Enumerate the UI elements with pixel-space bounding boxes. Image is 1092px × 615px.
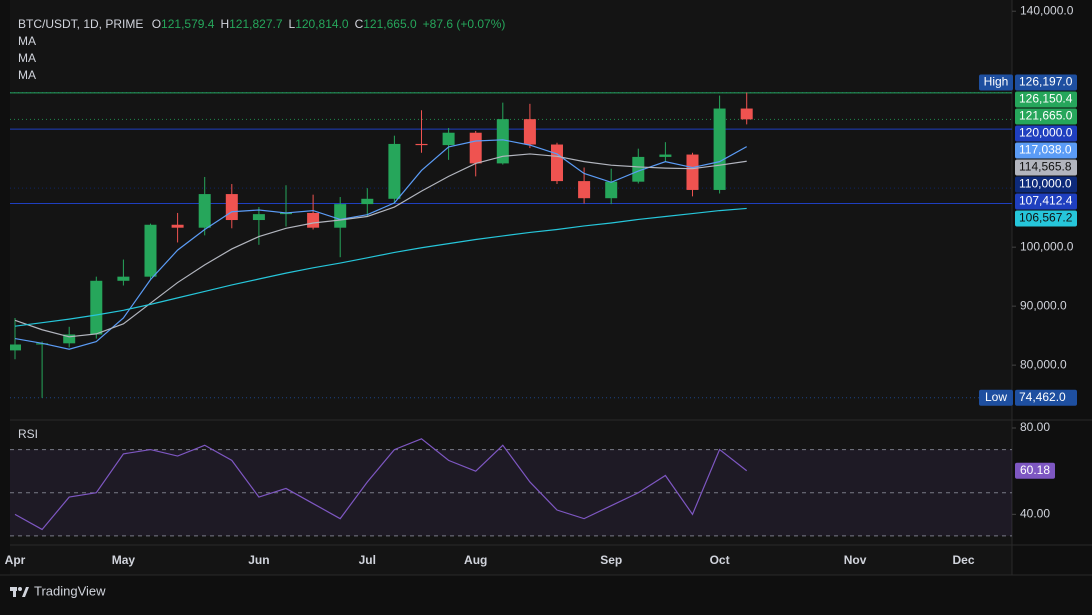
price-label: 74,462.0 (1019, 390, 1066, 404)
ohlc-key: H (220, 17, 229, 31)
candle-body (252, 214, 265, 221)
candle-body (578, 181, 591, 199)
y-tick-label: 100,000.0 (1020, 239, 1074, 253)
candle-body (605, 181, 618, 199)
price-label: 126,150.4 (1019, 92, 1073, 106)
y-tick-label: 140,000.0 (1020, 3, 1074, 17)
ohlc-value: 120,814.0 (295, 17, 349, 31)
brand-logo (10, 587, 29, 597)
x-tick-label: Sep (600, 553, 622, 567)
ohlc-value: 121,579.4 (161, 17, 215, 31)
candle-body (523, 119, 536, 145)
plot-area (10, 0, 1012, 575)
y-tick-label: 80.00 (1020, 420, 1050, 434)
y-tick-label: 40.00 (1020, 507, 1050, 521)
x-tick-label: Dec (952, 553, 974, 567)
price-label: 114,565.8 (1019, 160, 1072, 174)
change: +87.6 (+0.07%) (423, 17, 506, 31)
x-tick-label: Jul (359, 553, 376, 567)
rsi-pane (10, 438, 1012, 537)
price-label-box (1015, 91, 1077, 108)
rsi-line (14, 438, 748, 531)
x-tick-label: Nov (844, 553, 867, 567)
candle-body (686, 154, 699, 190)
brand-name: TradingView (34, 583, 106, 598)
price-label: 126,197.0 (1019, 75, 1073, 89)
symbol: BTC/USDT, 1D, PRIME (18, 17, 143, 31)
price-label: 117,038.0 (1019, 143, 1072, 157)
candle-body (713, 108, 726, 190)
candle-body (334, 204, 347, 228)
candle-body (10, 344, 21, 351)
moving-average (14, 139, 747, 350)
candle-body (90, 280, 103, 335)
candle-body (442, 132, 455, 146)
price-label-box (1015, 142, 1077, 159)
candle-body (144, 224, 157, 277)
price-tag-box (979, 74, 1013, 91)
candle-body (469, 132, 482, 164)
candle-body (361, 198, 374, 205)
x-tick-label: Oct (710, 553, 730, 567)
axes: 80,000.0 90,000.0 100,000.0 140,000.0 80.00 4… (5, 3, 1077, 567)
price-label-box (1015, 389, 1077, 406)
ohlc-value: 121,665.0 (363, 17, 417, 31)
candle-body (388, 143, 401, 199)
ma-label: MA (18, 34, 36, 48)
moving-average (14, 207, 747, 327)
x-tick-label: Apr (5, 553, 26, 567)
rsi-value-label: 60.18 (1020, 463, 1050, 477)
candle-body (63, 334, 76, 344)
candle-body (551, 144, 563, 182)
candle-body (415, 143, 428, 146)
x-tick-label: Jun (248, 553, 269, 567)
price-label-box (1015, 159, 1077, 176)
price-tag-box (979, 389, 1013, 406)
price-tag: Low (985, 390, 1007, 404)
price-label: 120,000.0 (1019, 126, 1073, 140)
price-label: 107,412.4 (1019, 194, 1073, 208)
price-label-box (1015, 108, 1077, 125)
rsi-label: RSI (18, 427, 38, 441)
x-tick-label: May (112, 553, 136, 567)
legend-header: BTC/USDT, 1D, PRIME O121,579.4 H121,827.7… (18, 17, 505, 31)
price-label: 110,000.0 (1019, 177, 1072, 191)
candle-body (307, 212, 320, 228)
moving-average (14, 153, 747, 338)
candle-body (198, 194, 211, 228)
rsi-value-box (1015, 462, 1055, 479)
candle-body (171, 224, 184, 228)
price-label-box (1015, 193, 1077, 210)
y-tick-label: 90,000.0 (1020, 298, 1067, 312)
price-pane (10, 92, 1012, 399)
candle-body (632, 156, 645, 182)
ma-label: MA (18, 68, 36, 82)
price-label-box (1015, 210, 1077, 227)
price-label-box (1015, 125, 1077, 142)
candle-body (740, 108, 753, 120)
ohlc-value: 121,827.7 (229, 17, 283, 31)
candle-body (117, 276, 130, 281)
price-label-box (1015, 176, 1077, 193)
price-label: 121,665.0 (1019, 109, 1073, 123)
ma-label: MA (18, 51, 36, 65)
candle-body (496, 119, 509, 164)
ohlc-key: C (355, 17, 364, 31)
x-tick-label: Aug (464, 553, 487, 567)
price-label-box (1015, 74, 1077, 91)
candle-body (225, 194, 238, 221)
y-tick-label: 80,000.0 (1020, 357, 1067, 371)
candle-body (659, 154, 672, 157)
price-label: 106,567.2 (1019, 211, 1073, 225)
ohlc-key: L (289, 17, 296, 31)
ohlc-key: O (152, 17, 161, 31)
price-tag: High (984, 75, 1009, 89)
